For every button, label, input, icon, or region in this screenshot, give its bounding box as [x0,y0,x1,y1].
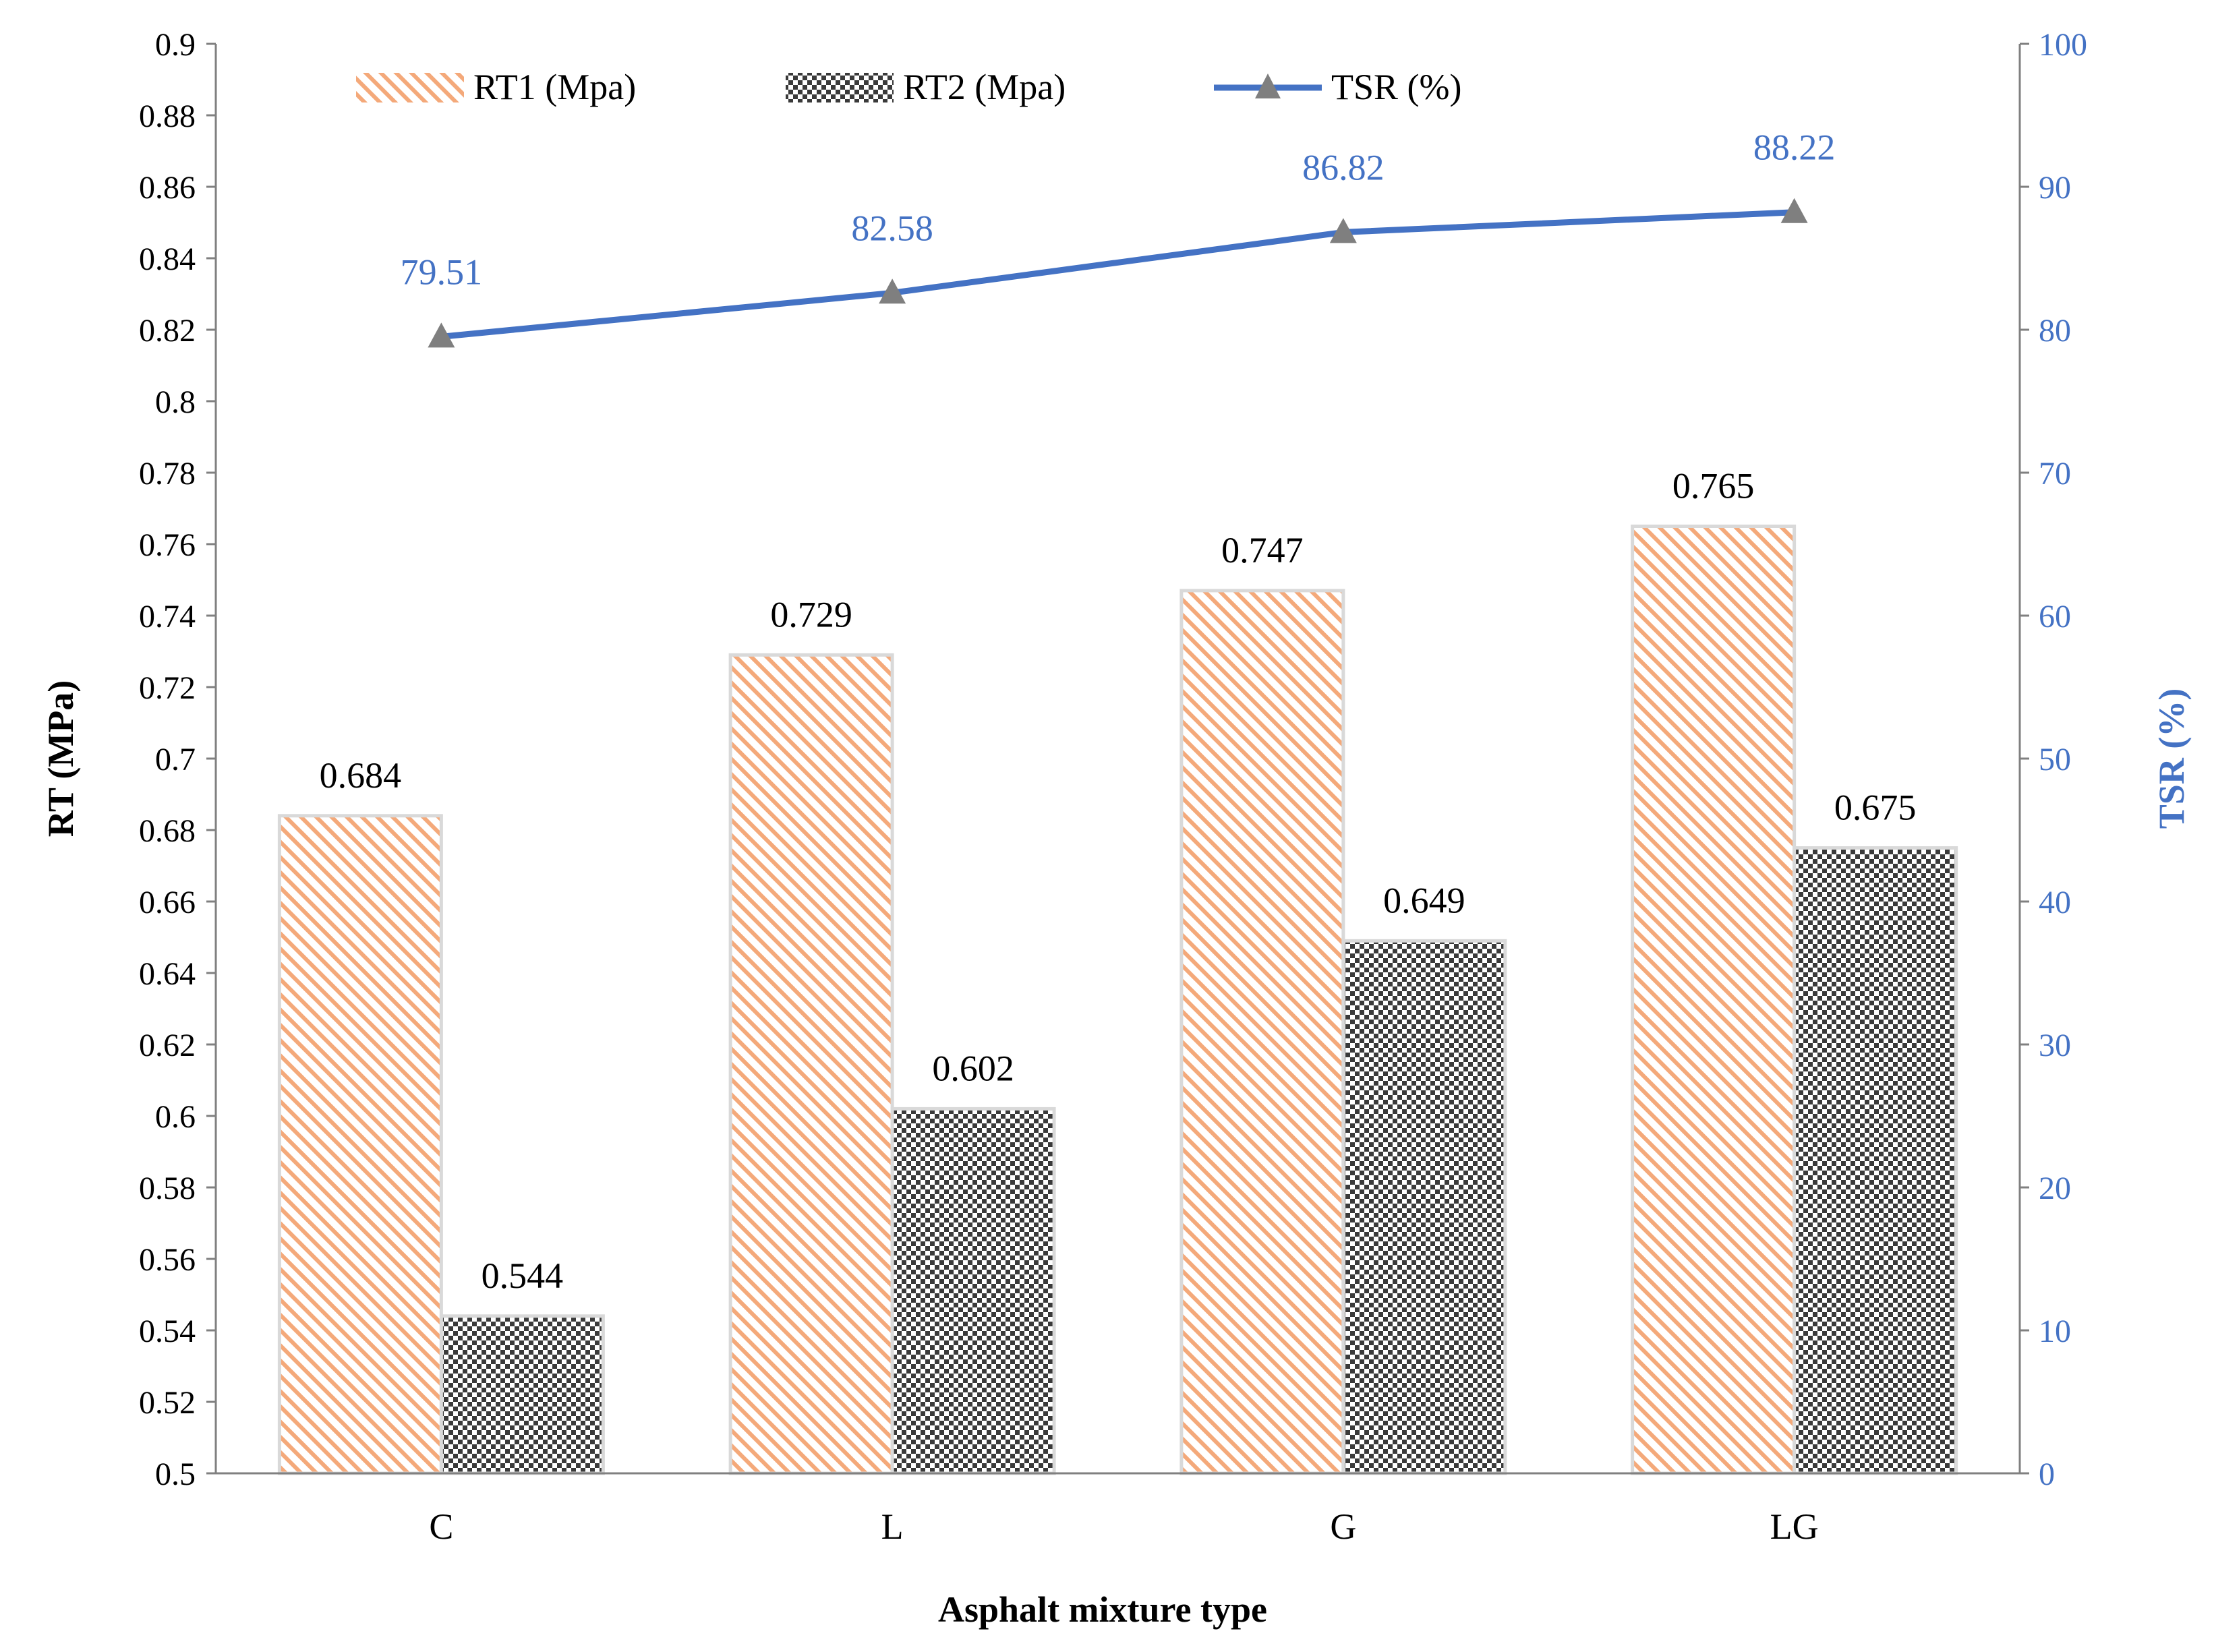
category-label-l: L [881,1506,904,1547]
left-tick-label: 0.9 [155,27,196,63]
left-tick-label: 0.76 [139,527,196,563]
right-tick-label: 70 [2039,456,2071,492]
tsr-marker-l [879,278,906,304]
left-tick-label: 0.82 [139,313,196,349]
rt2-data-label-g: 0.649 [1383,880,1465,920]
right-tick-label: 80 [2039,313,2071,349]
category-labels-group: C L G LG [429,1506,1818,1547]
legend-label-rt2: RT2 (Mpa) [903,67,1066,107]
rt2-data-label-l: 0.602 [932,1048,1014,1088]
left-tick-label: 0.54 [139,1314,196,1349]
bars-group [277,525,1958,1475]
left-tick-label: 0.68 [139,813,196,849]
tsr-marker-c [428,322,455,348]
left-tick-label: 0.56 [139,1242,196,1278]
legend-swatch-rt2 [786,73,894,102]
right-tick-label: 40 [2039,885,2071,920]
left-tick-label: 0.74 [139,599,196,635]
legend-label-tsr: TSR (%) [1331,67,1461,107]
left-tick-label: 0.88 [139,98,196,134]
x-axis-title: Asphalt mixture type [938,1589,1267,1630]
right-tick-label: 90 [2039,170,2071,206]
y2-axis-title: TSR (%) [2151,688,2192,829]
category-label-c: C [429,1506,453,1547]
rt2-bar-c [439,1314,605,1475]
left-tick-label: 0.84 [139,241,196,277]
rt2-bar-lg [1793,846,1958,1475]
rt1-data-label-c: 0.684 [320,755,402,796]
rt1-bar-g [1179,589,1345,1475]
left-tick-label: 0.58 [139,1171,196,1206]
rt1-bar-lg [1631,525,1797,1475]
left-tick-label: 0.62 [139,1028,196,1063]
left-axis-ticks: 0.5 0.52 0.54 0.56 0.58 0.6 0.62 0.64 0.66 0.68 0.… [139,27,216,1492]
tsr-data-label-lg: 88.22 [1753,127,1836,168]
left-tick-label: 0.8 [155,384,196,420]
left-tick-label: 0.52 [139,1385,196,1421]
left-tick-label: 0.6 [155,1099,196,1135]
right-axis-ticks: 0 10 20 30 40 50 60 70 80 90 100 [2020,27,2087,1492]
rt2-bar-l [890,1107,1056,1475]
y-axis-title: RT (MPa) [40,680,81,837]
rt2-data-label-c: 0.544 [482,1256,564,1296]
rt2-bar-g [1341,939,1507,1475]
category-label-g: G [1330,1506,1356,1547]
right-tick-label: 50 [2039,742,2071,777]
right-tick-label: 30 [2039,1028,2071,1063]
rt1-bar-l [728,653,894,1475]
left-tick-label: 0.72 [139,670,196,706]
tsr-data-label-c: 79.51 [401,252,483,292]
rt1-bar-c [277,814,443,1475]
tsr-marker-lg [1780,198,1808,223]
right-tick-label: 10 [2039,1314,2071,1349]
tsr-marker-g [1329,218,1357,243]
tsr-data-label-l: 82.58 [851,208,933,248]
legend-swatch-rt1 [356,73,464,102]
left-tick-label: 0.5 [155,1456,196,1492]
right-tick-label: 20 [2039,1171,2071,1206]
rt1-data-label-lg: 0.765 [1672,466,1755,506]
rt1-data-label-l: 0.729 [770,594,852,635]
right-tick-label: 100 [2039,27,2087,63]
rt2-data-label-lg: 0.675 [1834,788,1917,828]
left-tick-label: 0.7 [155,742,196,777]
legend: RT1 (Mpa) RT2 (Mpa) TSR (%) [356,67,1461,107]
axes-group [214,44,2021,1475]
left-tick-label: 0.86 [139,170,196,206]
left-tick-label: 0.66 [139,885,196,920]
left-tick-label: 0.64 [139,956,196,992]
right-tick-label: 0 [2039,1456,2055,1492]
right-tick-label: 60 [2039,599,2071,635]
left-tick-label: 0.78 [139,456,196,492]
bar-labels-group: 0.684 0.729 0.747 0.765 0.544 0.602 0.649 0.675 [320,466,1917,1296]
tsr-series-group [428,198,1808,348]
tsr-line [440,209,1795,340]
tsr-labels-group: 79.51 82.58 86.82 88.22 [401,127,1836,293]
category-label-lg: LG [1770,1506,1819,1547]
legend-label-rt1: RT1 (Mpa) [473,67,636,107]
legend-marker-tsr [1255,73,1281,98]
rt1-data-label-g: 0.747 [1221,530,1304,570]
tsr-data-label-g: 86.82 [1302,147,1385,187]
